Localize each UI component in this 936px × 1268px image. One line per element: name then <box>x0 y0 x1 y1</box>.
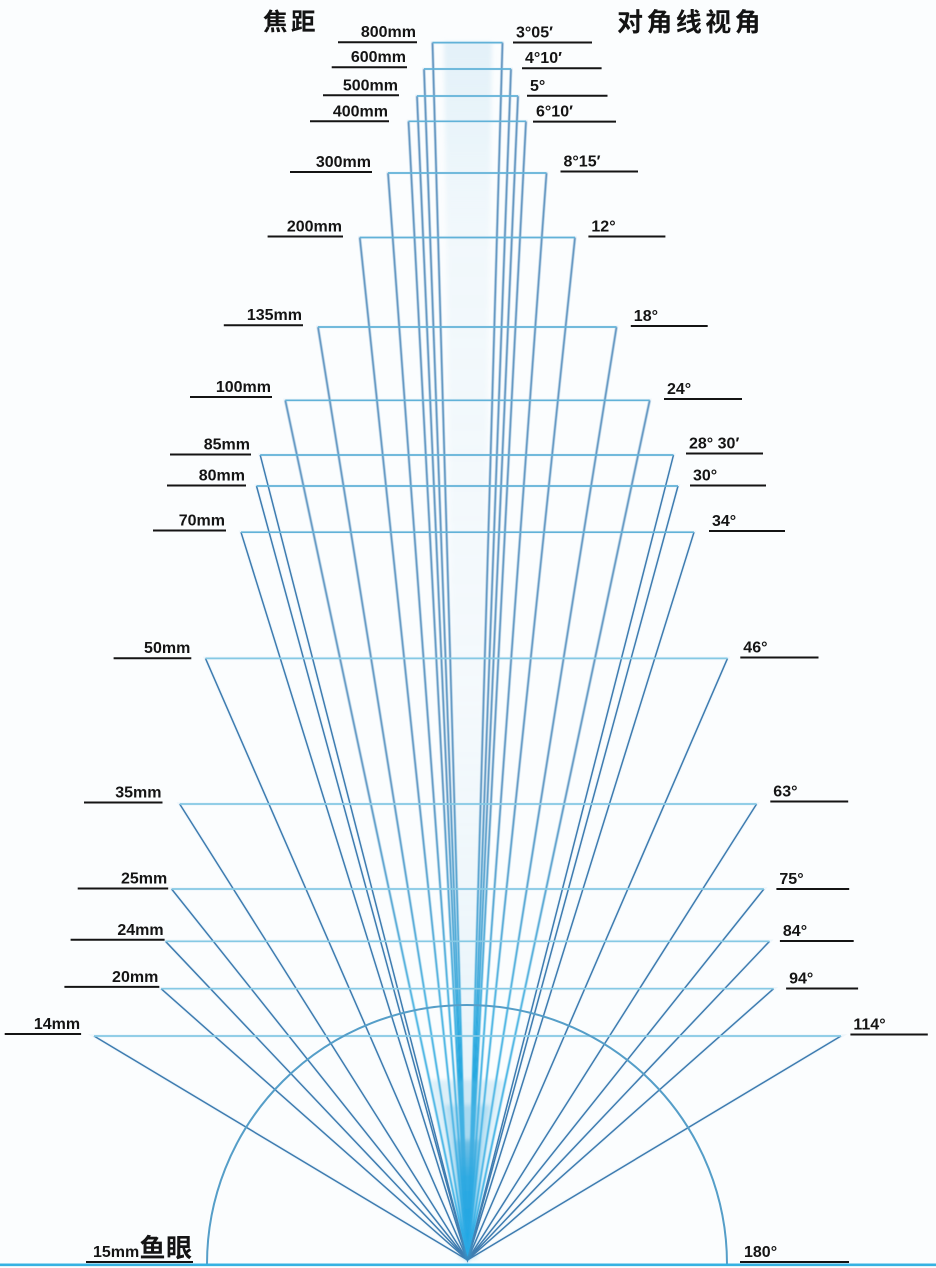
svg-text:14mm: 14mm <box>34 1016 80 1033</box>
svg-text:85mm: 85mm <box>204 437 250 454</box>
svg-text:24mm: 24mm <box>117 922 163 939</box>
svg-text:8°15′: 8°15′ <box>564 154 601 171</box>
svg-text:5°: 5° <box>530 78 545 95</box>
svg-text:180°: 180° <box>744 1244 777 1261</box>
svg-text:80mm: 80mm <box>199 468 245 485</box>
svg-text:30°: 30° <box>693 468 717 485</box>
svg-text:400mm: 400mm <box>333 103 388 120</box>
svg-text:25mm: 25mm <box>121 871 167 888</box>
svg-text:34°: 34° <box>712 513 736 530</box>
svg-text:114°: 114° <box>853 1017 885 1034</box>
svg-text:70mm: 70mm <box>179 513 225 530</box>
svg-text:300mm: 300mm <box>316 154 371 171</box>
svg-text:63°: 63° <box>773 784 797 801</box>
svg-text:18°: 18° <box>634 308 658 325</box>
svg-text:35mm: 35mm <box>115 785 161 802</box>
svg-text:94°: 94° <box>789 971 813 988</box>
svg-text:100mm: 100mm <box>216 379 271 396</box>
svg-text:46°: 46° <box>743 640 767 657</box>
svg-text:500mm: 500mm <box>343 77 398 94</box>
svg-text:12°: 12° <box>591 219 615 236</box>
svg-text:200mm: 200mm <box>287 219 342 236</box>
svg-text:84°: 84° <box>783 923 807 940</box>
svg-text:28° 30′: 28° 30′ <box>689 436 739 453</box>
svg-text:50mm: 50mm <box>144 640 190 657</box>
svg-text:24°: 24° <box>667 381 691 398</box>
svg-text:75°: 75° <box>779 871 803 888</box>
svg-text:15mm: 15mm <box>93 1244 139 1261</box>
svg-text:135mm: 135mm <box>247 307 302 324</box>
svg-text:6°10′: 6°10′ <box>536 104 573 121</box>
svg-text:800mm: 800mm <box>361 24 416 41</box>
svg-text:4°10′: 4°10′ <box>525 50 562 67</box>
svg-text:3°05′: 3°05′ <box>516 25 553 42</box>
svg-text:600mm: 600mm <box>351 49 406 66</box>
svg-text:20mm: 20mm <box>112 969 158 986</box>
